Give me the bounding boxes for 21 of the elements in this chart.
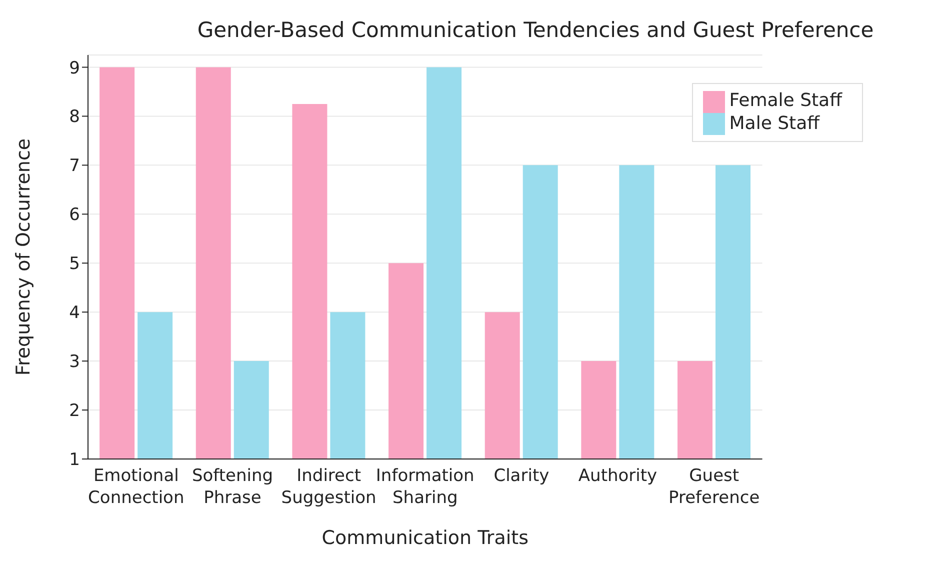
x-tick-label: Indirect Suggestion <box>281 466 376 508</box>
y-axis-title: Frequency of Occurrence <box>12 138 35 376</box>
legend-label: Male Staff <box>729 112 820 134</box>
x-tick-label: Clarity <box>494 466 550 486</box>
y-tick-label: 8 <box>69 107 80 128</box>
y-tick-label: 6 <box>69 205 80 226</box>
y-tick-label: 4 <box>69 303 80 324</box>
x-tick-label: Emotional Connection <box>88 466 184 508</box>
y-tick-label: 3 <box>69 352 80 372</box>
legend-label: Female Staff <box>729 90 842 111</box>
x-tick-label: Authority <box>578 466 658 486</box>
y-tick-label: 7 <box>69 156 80 176</box>
y-tick-label: 2 <box>69 401 80 422</box>
y-tick-label: 9 <box>69 58 80 78</box>
y-tick-label: 1 <box>69 450 80 470</box>
chart-title: Gender-Based Communication Tendencies and Guest Preference <box>196 18 875 42</box>
y-tick-label: 5 <box>69 254 80 274</box>
x-axis-title: Communication Traits <box>322 527 528 549</box>
x-tick-label: Information Sharing <box>376 466 474 508</box>
x-tick-label: Softening Phrase <box>192 466 274 508</box>
x-tick-label: Guest Preference <box>668 466 760 508</box>
